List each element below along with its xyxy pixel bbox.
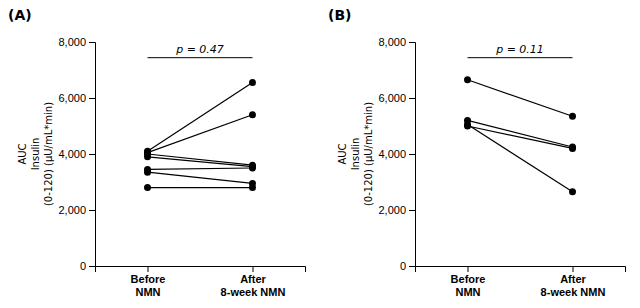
dot: [464, 123, 471, 130]
y-tick-label: 4,000: [378, 148, 406, 160]
subject-line: [468, 80, 573, 116]
y-axis-line: [89, 43, 96, 267]
dot: [144, 169, 151, 176]
dot: [249, 111, 256, 118]
y-tick-label: 0: [80, 260, 86, 272]
x-tick-mark: [573, 266, 574, 272]
p-value: p = 0.47: [175, 43, 224, 56]
y-tick: 8,000: [378, 36, 415, 48]
x-tick: After8-week NMN: [541, 266, 606, 298]
y-tick-mark: [409, 266, 415, 267]
y-tick-label: 8,000: [58, 36, 86, 48]
y-tick-label: 8,000: [378, 36, 406, 48]
subject-line: [148, 187, 253, 188]
x-axis-line: [416, 267, 626, 273]
y-tick-mark: [409, 98, 415, 99]
dot: [144, 184, 151, 191]
y-tick-mark: [89, 210, 95, 211]
y-tick-label: 2,000: [58, 204, 86, 216]
subject-line: [468, 120, 573, 147]
y-tick-label: 6,000: [378, 92, 406, 104]
x-tick-mark: [148, 266, 149, 272]
x-tick: BeforeNMN: [451, 266, 486, 298]
marks: [144, 79, 256, 191]
subject-line: [148, 157, 253, 167]
subject-line: [468, 126, 573, 148]
plot: 0 2,000 4,000 6,000 8,000 BeforeNMN After8-wee…: [337, 36, 626, 298]
y-tick-label: 0: [400, 260, 406, 272]
dot: [249, 162, 256, 169]
subject-line: [148, 168, 253, 169]
y-tick-mark: [89, 266, 95, 267]
x-tick-label: After8-week NMN: [221, 273, 286, 298]
x-tick-mark: [468, 266, 469, 272]
chart: 0 2,000 4,000 6,000 8,000 BeforeNMN After8-wee…: [0, 0, 640, 308]
x-axis: BeforeNMN After8-week NMN: [96, 266, 306, 298]
y-tick: 6,000: [58, 92, 95, 104]
dot: [144, 151, 151, 158]
y-tick-mark: [409, 210, 415, 211]
y-tick-mark: [409, 42, 415, 43]
y-tick-label: 6,000: [58, 92, 86, 104]
panel: 0 2,000 4,000 6,000 8,000 BeforeNMN After8-wee…: [328, 7, 626, 298]
y-tick: 8,000: [58, 36, 95, 48]
y-tick-mark: [89, 154, 95, 155]
y-tick: 4,000: [378, 148, 415, 160]
y-axis-line: [409, 43, 416, 267]
y-axis: 0 2,000 4,000 6,000 8,000: [58, 36, 95, 272]
y-tick-mark: [89, 98, 95, 99]
panel-label: (B): [328, 7, 351, 23]
y-tick: 6,000: [378, 92, 415, 104]
x-tick-label: BeforeNMN: [131, 273, 166, 298]
y-tick: 2,000: [378, 204, 415, 216]
subject-line: [468, 125, 573, 192]
marks: [464, 76, 576, 195]
x-axis-line: [96, 267, 306, 273]
x-axis: BeforeNMN After8-week NMN: [416, 266, 626, 298]
y-tick-label: 2,000: [378, 204, 406, 216]
dot: [569, 188, 576, 195]
bracket: [148, 57, 253, 58]
y-axis-title: AUCInsulin(0-120) (μU/mL*min): [17, 102, 54, 206]
subject-line: [148, 115, 253, 153]
subject-line: [148, 154, 253, 165]
p-value: p = 0.11: [495, 43, 544, 56]
dot: [249, 184, 256, 191]
subject-line: [148, 83, 253, 152]
y-tick-label: 4,000: [58, 148, 86, 160]
x-tick-mark: [253, 266, 254, 272]
dot: [249, 79, 256, 86]
x-tick: BeforeNMN: [131, 266, 166, 298]
x-tick-label: After8-week NMN: [541, 273, 606, 298]
panel-label: (A): [8, 7, 32, 23]
subject-line: [148, 172, 253, 183]
x-tick: After8-week NMN: [221, 266, 286, 298]
bracket: [468, 57, 573, 58]
y-tick-mark: [89, 42, 95, 43]
y-tick-mark: [409, 154, 415, 155]
y-tick: 0: [80, 260, 95, 272]
dot: [464, 76, 471, 83]
dot: [569, 113, 576, 120]
plot: 0 2,000 4,000 6,000 8,000 BeforeNMN After8-wee…: [17, 36, 306, 298]
y-axis: 0 2,000 4,000 6,000 8,000: [378, 36, 415, 272]
y-tick: 4,000: [58, 148, 95, 160]
dot: [569, 145, 576, 152]
x-tick-label: BeforeNMN: [451, 273, 486, 298]
panel: 0 2,000 4,000 6,000 8,000 BeforeNMN After8-wee…: [8, 7, 306, 298]
y-tick: 0: [400, 260, 415, 272]
y-axis-title: AUCInsulin(0-120) (μU/mL*min): [337, 102, 374, 206]
y-tick: 2,000: [58, 204, 95, 216]
